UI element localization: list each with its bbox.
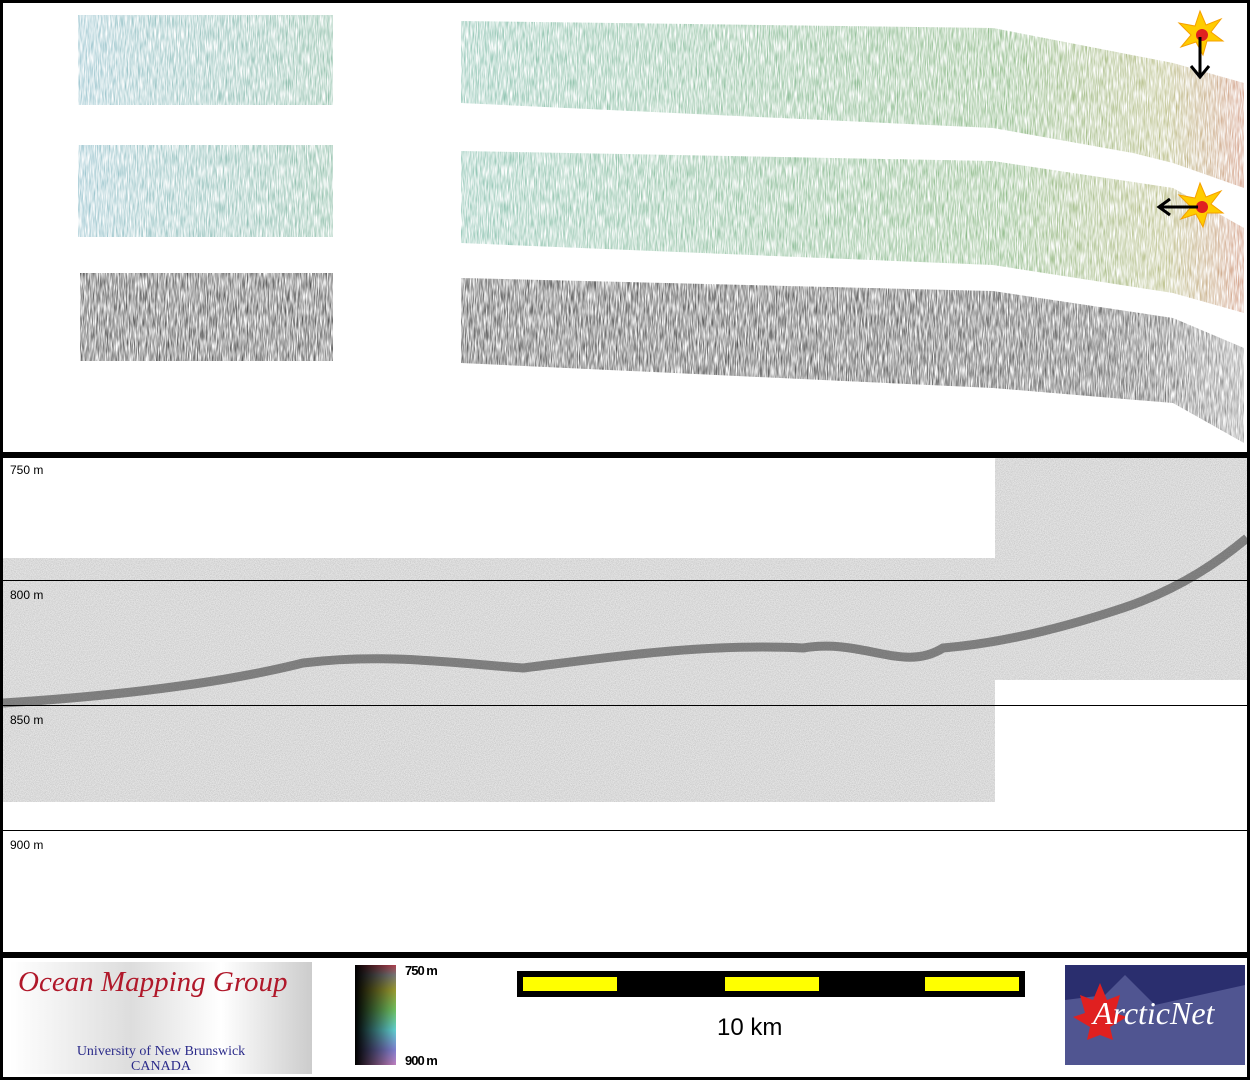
depth-label: 800 m <box>10 588 44 602</box>
maple-leaf-icon <box>1065 975 1245 1065</box>
scale-segment <box>725 977 819 991</box>
swath-map-panel <box>3 3 1247 452</box>
depth-gridline <box>3 705 1247 706</box>
sub-bottom-profile <box>3 458 1247 802</box>
colorbar-bottom-label: 900 m <box>405 1053 438 1068</box>
swath-strip-right-2 <box>461 151 1244 313</box>
logo-university: University of New Brunswick CANADA <box>10 1044 312 1074</box>
ocean-mapping-group-logo: Ocean Mapping Group University of New Br… <box>10 962 312 1074</box>
swath-strip-left-3 <box>80 273 333 361</box>
scale-bar <box>517 971 1025 997</box>
university-name: University of New Brunswick <box>76 1044 246 1059</box>
profile-segment-left <box>3 558 995 802</box>
colorbar-top-label: 750 m <box>405 963 438 978</box>
swath-map <box>78 9 1244 443</box>
country-name: CANADA <box>131 1059 191 1074</box>
swath-strip-left-1 <box>78 15 333 105</box>
explosion-star-icon <box>1156 181 1225 229</box>
scale-segment <box>523 977 617 991</box>
footer: Ocean Mapping Group University of New Br… <box>3 958 1247 1077</box>
swath-strip-left-2 <box>78 145 333 237</box>
swath-strip-right-3 <box>461 278 1244 443</box>
explosion-star-icon <box>1177 9 1225 80</box>
scale-label: 10 km <box>717 1014 783 1041</box>
swath-strip-right-1 <box>461 21 1244 188</box>
depth-label: 850 m <box>10 713 44 727</box>
depth-gridline <box>3 580 1247 581</box>
sub-bottom-profile-panel: 750 m 800 m 850 m 900 m <box>3 458 1247 952</box>
seabed-reflector <box>3 534 1247 708</box>
arcticnet-text: ArcticNet <box>1093 995 1215 1031</box>
logo-title: Ocean Mapping Group <box>18 966 288 998</box>
depth-colorbar <box>355 965 396 1065</box>
scale-segment <box>925 977 1019 991</box>
depth-label: 750 m <box>10 463 44 477</box>
depth-label: 900 m <box>10 838 44 852</box>
depth-gridline <box>3 830 1247 831</box>
arcticnet-logo: ArcticNet <box>1065 965 1245 1065</box>
